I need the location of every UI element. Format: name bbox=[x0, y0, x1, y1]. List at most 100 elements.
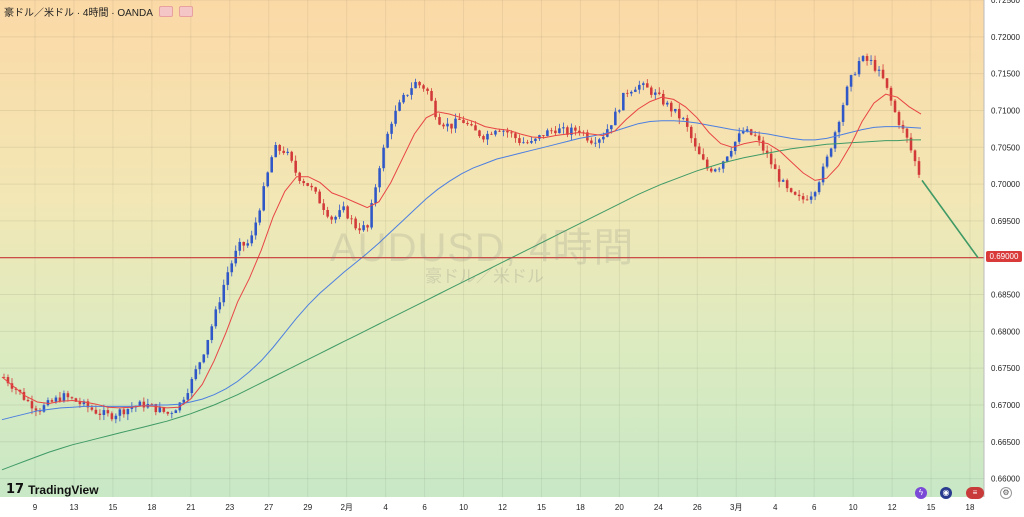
candle-up bbox=[270, 157, 273, 173]
candle-down bbox=[550, 130, 553, 132]
plot-area[interactable] bbox=[0, 0, 984, 497]
candle-up bbox=[210, 326, 214, 341]
price-tick-label: 0.66000 bbox=[991, 475, 1020, 484]
candle-down bbox=[498, 130, 501, 132]
candle-down bbox=[14, 388, 18, 390]
horizontal-line-price-label: 0.69000 bbox=[986, 251, 1022, 262]
candle-down bbox=[418, 81, 421, 86]
candle-down bbox=[162, 407, 166, 412]
candle-up bbox=[390, 123, 393, 134]
price-tick-label: 0.70500 bbox=[991, 143, 1020, 152]
minus-icon[interactable] bbox=[158, 6, 173, 17]
candle-up bbox=[262, 186, 265, 211]
candle-down bbox=[785, 180, 789, 189]
candle-up bbox=[234, 250, 238, 264]
price-tick-label: 0.68500 bbox=[991, 291, 1020, 300]
candle-down bbox=[442, 124, 445, 127]
candle-down bbox=[689, 126, 693, 139]
flag-au-icon[interactable]: ◉ bbox=[940, 487, 952, 499]
moving-averages bbox=[1, 93, 922, 471]
candle-down bbox=[893, 100, 897, 113]
candle-down bbox=[426, 88, 429, 91]
candle-down bbox=[74, 398, 78, 402]
candle-up bbox=[414, 81, 417, 89]
candle-up bbox=[42, 405, 46, 412]
candle-down bbox=[490, 133, 493, 135]
candle-down bbox=[354, 218, 357, 229]
candle-down bbox=[2, 376, 6, 378]
candle-down bbox=[797, 194, 801, 197]
candle-down bbox=[70, 397, 74, 399]
price-tick-label: 0.68000 bbox=[991, 327, 1020, 336]
candle-down bbox=[330, 216, 333, 220]
candle-down bbox=[789, 188, 793, 192]
candle-down bbox=[322, 203, 325, 210]
candle-down bbox=[693, 138, 697, 147]
candle-down bbox=[482, 136, 485, 140]
candle-up bbox=[446, 123, 449, 127]
candle-down bbox=[905, 128, 909, 138]
candle-up bbox=[286, 151, 289, 153]
candle-up bbox=[138, 401, 142, 407]
time-tick-label: 21 bbox=[186, 503, 195, 512]
time-tick-label: 13 bbox=[70, 503, 79, 512]
candle-up bbox=[725, 156, 729, 162]
candle-up bbox=[266, 172, 269, 187]
candle-up bbox=[250, 235, 254, 244]
time-tick-label: 10 bbox=[459, 503, 468, 512]
time-tick-label: 3月 bbox=[730, 503, 742, 512]
candle-up bbox=[681, 118, 685, 119]
candle-down bbox=[310, 185, 313, 188]
time-tick-label: 9 bbox=[33, 503, 38, 512]
time-tick-label: 18 bbox=[966, 503, 975, 512]
candle-down bbox=[34, 408, 38, 411]
candle-up bbox=[382, 147, 385, 169]
candle-up bbox=[634, 89, 637, 92]
time-tick-label: 18 bbox=[576, 503, 585, 512]
candle-up bbox=[721, 161, 725, 169]
time-tick-label: 27 bbox=[264, 503, 273, 512]
candle-down bbox=[438, 117, 441, 125]
candle-up bbox=[570, 127, 573, 135]
overlays bbox=[0, 179, 984, 259]
time-tick-label: 20 bbox=[615, 503, 624, 512]
candle-up bbox=[665, 102, 669, 105]
lightning-icon[interactable]: ϟ bbox=[915, 487, 927, 499]
candle-down bbox=[590, 140, 593, 144]
candle-up bbox=[837, 121, 841, 133]
time-tick-label: 23 bbox=[225, 503, 234, 512]
candle-up bbox=[877, 69, 881, 71]
candle-down bbox=[518, 138, 521, 143]
candle-up bbox=[370, 203, 373, 228]
candle-up bbox=[410, 88, 413, 95]
candle-down bbox=[650, 87, 653, 95]
candle-down bbox=[753, 134, 757, 136]
candle-down bbox=[302, 181, 305, 184]
candle-up bbox=[614, 111, 617, 126]
candle-down bbox=[294, 160, 297, 173]
candle-up bbox=[338, 210, 341, 217]
flag-us-icon[interactable]: ≡ bbox=[966, 487, 984, 499]
candle-down bbox=[709, 168, 713, 172]
moving-average-mid-line bbox=[1, 120, 922, 421]
equals-icon[interactable] bbox=[178, 6, 193, 17]
candle-down bbox=[306, 183, 309, 186]
moving-average-long-line bbox=[1, 139, 921, 471]
candle-up bbox=[118, 409, 122, 416]
candle-down bbox=[278, 145, 281, 151]
candle-up bbox=[222, 284, 226, 303]
candle-up bbox=[202, 354, 206, 363]
candle-up bbox=[502, 130, 505, 132]
candle-up bbox=[158, 407, 162, 413]
candle-up bbox=[454, 118, 457, 129]
candle-up bbox=[386, 133, 389, 148]
candle-up bbox=[46, 400, 50, 406]
time-tick-label: 12 bbox=[888, 503, 897, 512]
time-tick-label: 26 bbox=[693, 503, 702, 512]
candle-up bbox=[558, 128, 561, 134]
time-tick-label: 15 bbox=[108, 503, 117, 512]
settings-gear-icon[interactable]: ⚙ bbox=[1000, 487, 1012, 499]
candle-up bbox=[638, 84, 641, 90]
candle-down bbox=[913, 150, 917, 162]
